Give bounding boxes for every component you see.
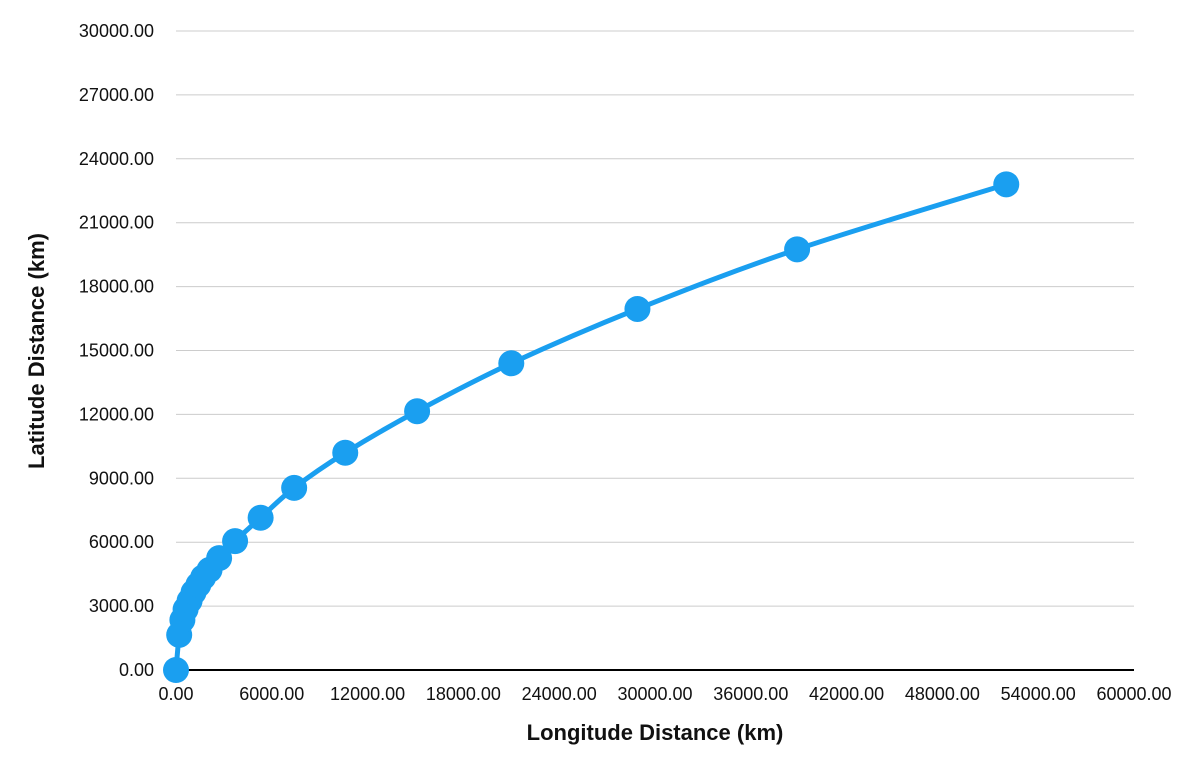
- y-tick-label: 12000.00: [79, 404, 154, 424]
- x-tick-label: 42000.00: [809, 684, 884, 704]
- y-tick-label: 27000.00: [79, 85, 154, 105]
- x-tick-label: 24000.00: [522, 684, 597, 704]
- x-tick-label: 30000.00: [617, 684, 692, 704]
- y-tick-label: 6000.00: [89, 532, 154, 552]
- data-point: [247, 504, 274, 531]
- x-axis-title: Longitude Distance (km): [527, 720, 784, 745]
- data-point: [624, 295, 651, 322]
- data-points: [163, 171, 1020, 683]
- x-tick-label: 0.00: [158, 684, 193, 704]
- x-tick-label: 12000.00: [330, 684, 405, 704]
- y-tick-label: 3000.00: [89, 596, 154, 616]
- data-point: [206, 545, 233, 572]
- y-tick-label: 24000.00: [79, 149, 154, 169]
- data-point: [404, 398, 431, 425]
- data-point: [498, 350, 525, 377]
- y-tick-label: 21000.00: [79, 213, 154, 233]
- x-tick-label: 54000.00: [1001, 684, 1076, 704]
- x-axis-ticks: 0.00 6000.00 12000.00 18000.00 24000.00 30000…: [158, 684, 1171, 704]
- y-tick-label: 0.00: [119, 660, 154, 680]
- y-tick-label: 30000.00: [79, 21, 154, 41]
- y-tick-label: 15000.00: [79, 341, 154, 361]
- data-point: [222, 528, 249, 555]
- x-tick-label: 18000.00: [426, 684, 501, 704]
- gridlines: [176, 30, 1134, 607]
- y-axis-title: Latitude Distance (km): [24, 233, 49, 469]
- x-tick-label: 48000.00: [905, 684, 980, 704]
- x-tick-label: 60000.00: [1096, 684, 1171, 704]
- data-point: [993, 171, 1020, 198]
- data-point: [163, 657, 189, 683]
- y-tick-label: 18000.00: [79, 277, 154, 297]
- y-tick-label: 9000.00: [89, 468, 154, 488]
- data-point: [332, 439, 359, 466]
- y-axis-ticks: 0.00 3000.00 6000.00 9000.00 12000.00 15000.0…: [79, 21, 154, 680]
- data-point: [784, 236, 811, 263]
- x-tick-label: 36000.00: [713, 684, 788, 704]
- x-tick-label: 6000.00: [239, 684, 304, 704]
- data-point: [281, 474, 308, 501]
- series-line: [173, 181, 1009, 673]
